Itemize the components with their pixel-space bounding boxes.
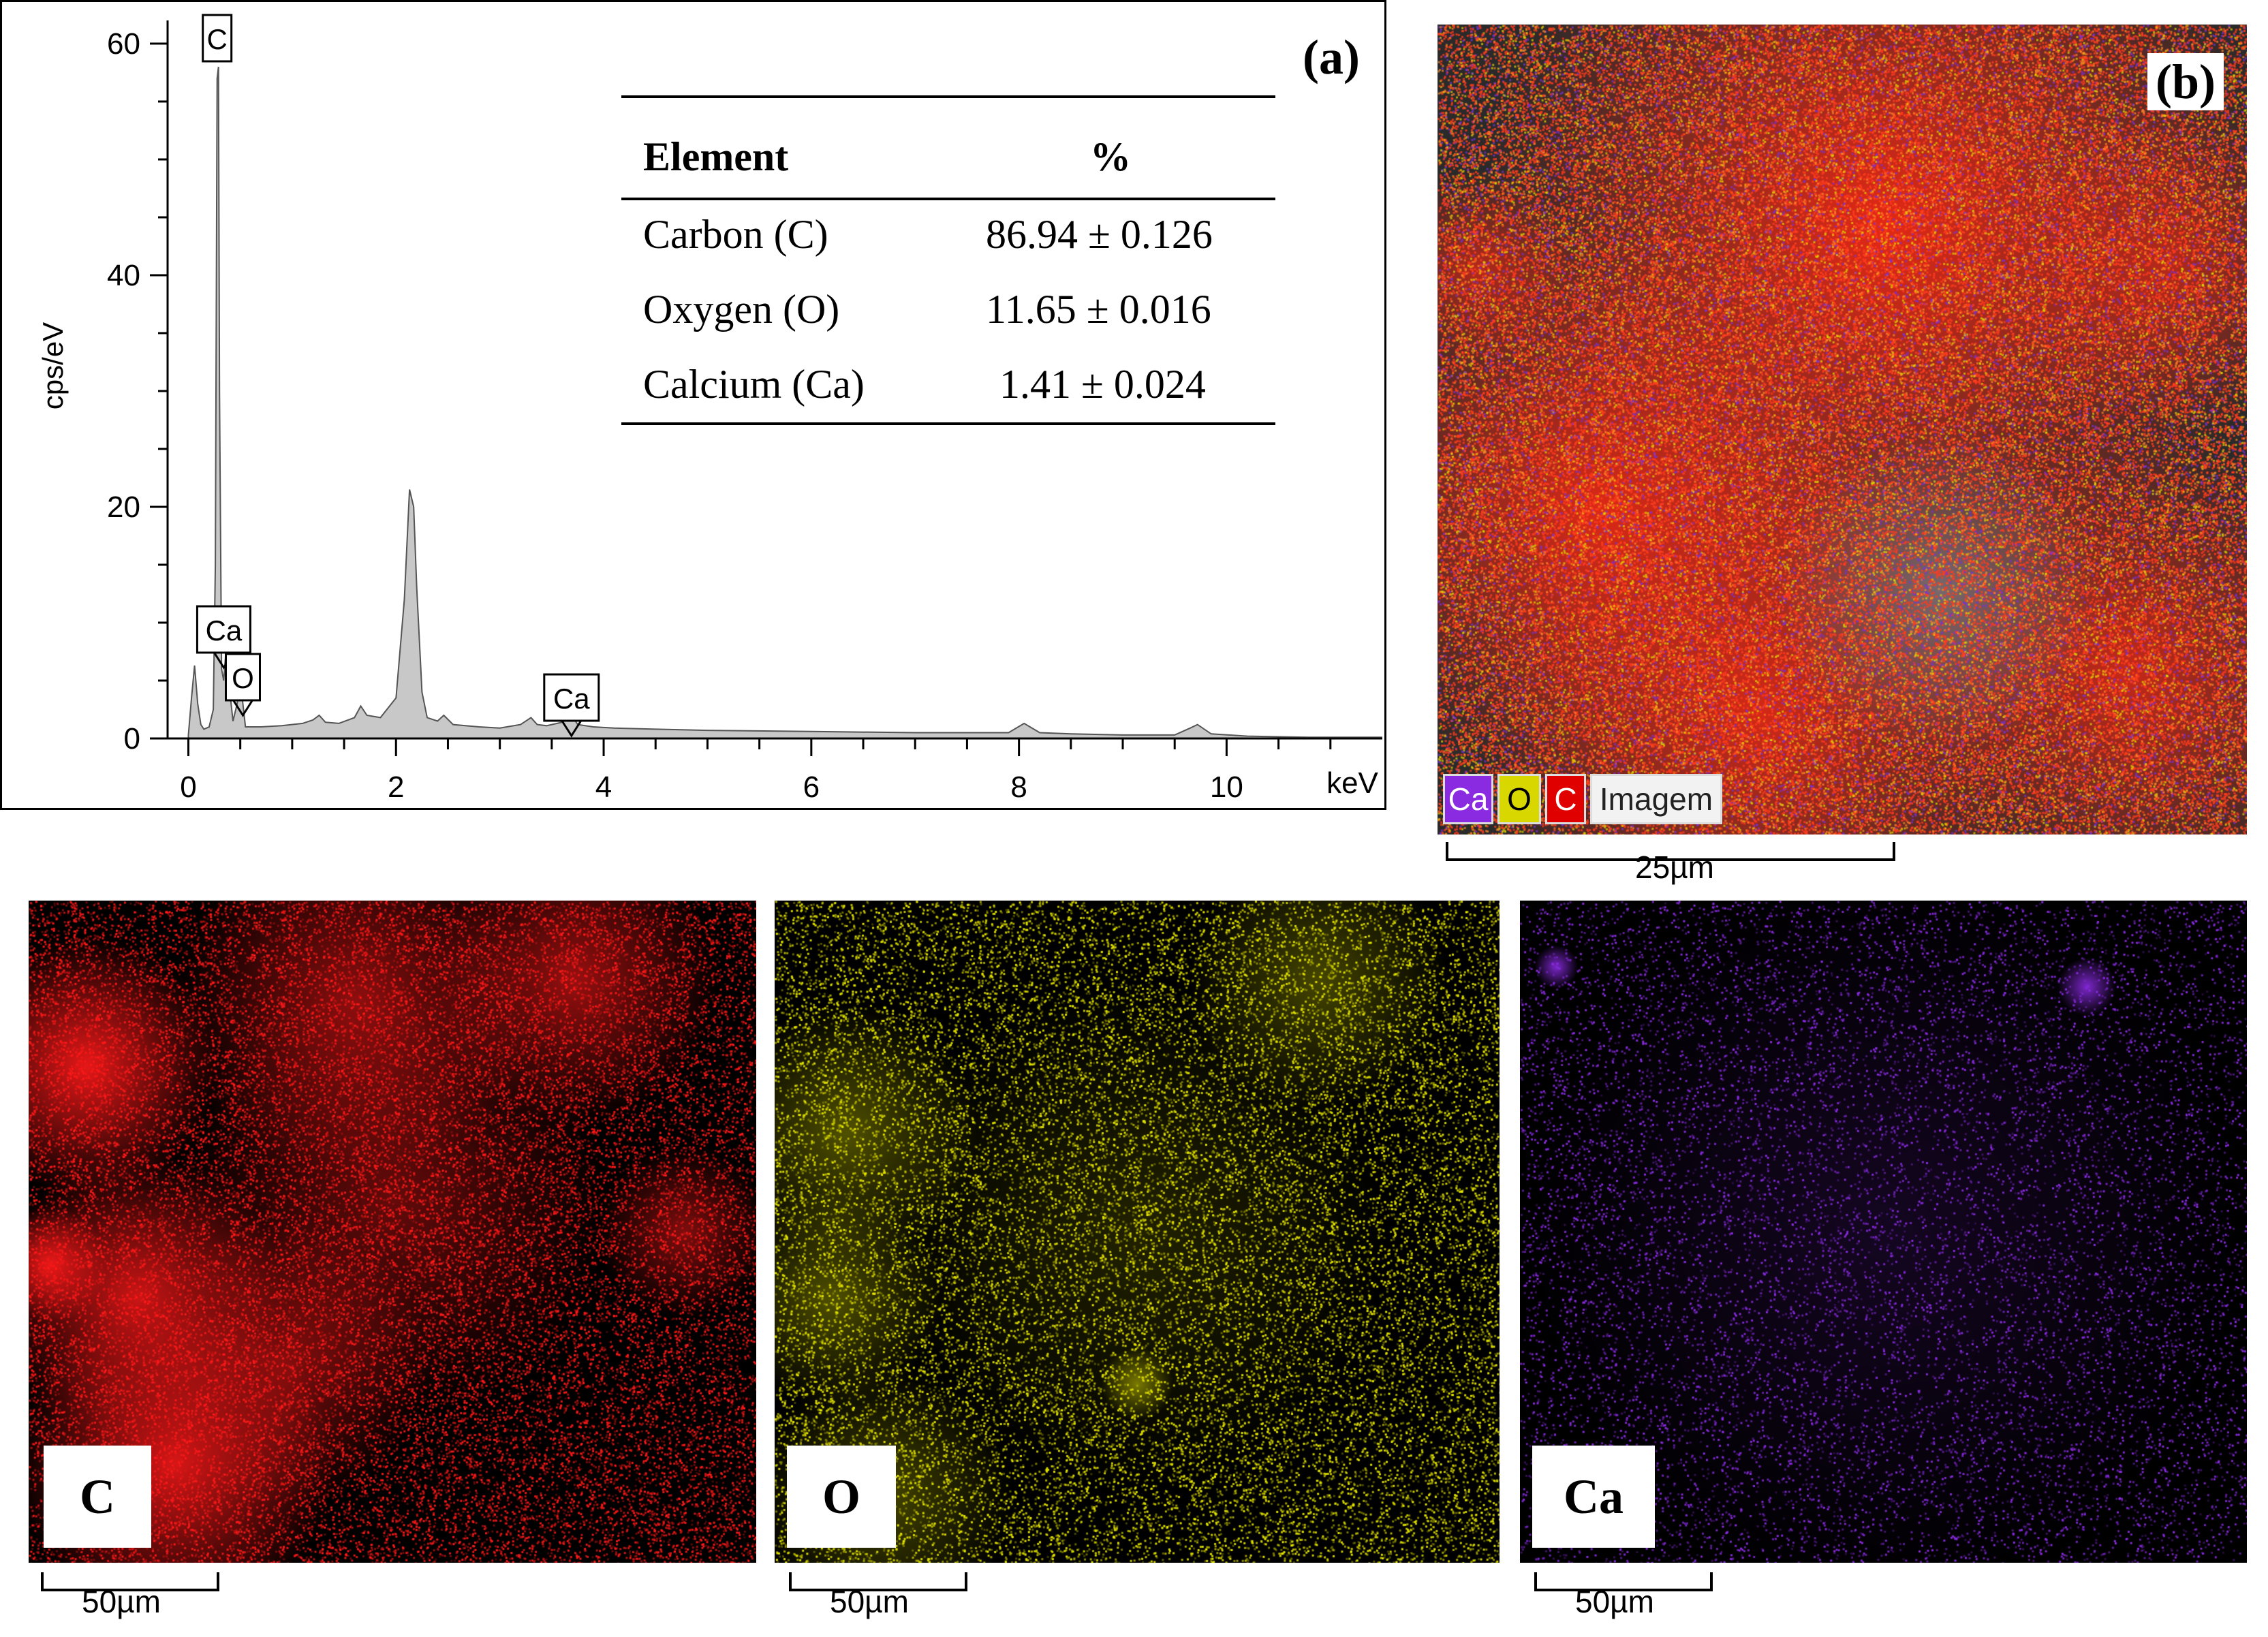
y-tick-label: 0 [124, 722, 140, 755]
spectrum-panel: 0 2 4 6 8 10 keV 0 20 40 60 cps/eV C Ca O Ca (a) Elemen… [0, 0, 1386, 810]
legend-chip-image: Imagem [1590, 774, 1722, 824]
table-row-carbon-element: Carbon (C) [643, 212, 828, 257]
calcium-map-label: Ca [1532, 1446, 1655, 1548]
composition-table: Element % Carbon (C) 86.94 ± 0.126 Oxyge… [621, 95, 1275, 429]
scale-bar-calcium [1534, 1572, 1713, 1591]
table-row-oxygen-element: Oxygen (O) [643, 287, 840, 332]
scale-bar-composite [1446, 842, 1895, 861]
y-tick-label: 40 [107, 259, 140, 292]
x-tick-label: 8 [1010, 770, 1027, 804]
scale-label-calcium: 50µm [1575, 1584, 1654, 1619]
table-row-calcium-element: Calcium (Ca) [643, 362, 865, 407]
peak-annotation-label: C [207, 23, 228, 55]
spectrum-series [187, 66, 1382, 739]
y-tick-label: 60 [107, 27, 140, 61]
y-tick-label: 20 [107, 490, 140, 524]
peak-annotation: Ca [543, 673, 600, 738]
composite-legend: Ca O C Imagem [1443, 774, 1736, 826]
peak-annotation-pointer [561, 720, 582, 738]
scale-bar-carbon [41, 1572, 219, 1591]
table-header-element: Element [643, 134, 789, 179]
peak-annotation: C [202, 14, 233, 63]
peak-annotation-box [196, 605, 251, 654]
legend-chip-c: C [1545, 774, 1586, 824]
scale-label-carbon: 50µm [82, 1584, 161, 1619]
y-axis-label: cps/eV [37, 322, 69, 409]
peak-annotation-box [202, 14, 233, 63]
table-header-rule [621, 198, 1275, 200]
peak-annotation-box [224, 653, 261, 702]
peak-annotation-pointer [232, 700, 253, 717]
peak-annotation: O [224, 653, 261, 717]
carbon-map-label: C [44, 1446, 151, 1548]
x-tick-label: 6 [803, 770, 820, 804]
oxygen-map-label: O [787, 1446, 896, 1548]
scale-bar-oxygen [789, 1572, 967, 1591]
spectrum-chart: 0 2 4 6 8 10 keV 0 20 40 60 cps/eV C Ca O Ca [37, 14, 1382, 804]
x-axis-label: keV [1326, 766, 1378, 800]
table-header-percent: % [1090, 134, 1131, 179]
scale-label-oxygen: 50µm [830, 1584, 909, 1619]
x-tick-label: 2 [388, 770, 404, 804]
calcium-map: Ca [1520, 901, 2247, 1563]
table-row-oxygen-value: 11.65 ± 0.016 [986, 287, 1211, 332]
peak-annotation-label: Ca [206, 614, 243, 646]
panel-label-a: (a) [1294, 29, 1368, 86]
peak-annotation-label: O [232, 662, 254, 694]
table-top-rule [621, 95, 1275, 98]
peak-annotation-box [543, 673, 600, 722]
carbon-map: C [29, 901, 756, 1563]
panel-label-b: (b) [2147, 53, 2224, 110]
composite-map-image [1438, 25, 2247, 835]
table-row-calcium-value: 1.41 ± 0.024 [999, 362, 1206, 407]
table-row-carbon-value: 86.94 ± 0.126 [986, 212, 1213, 257]
peak-annotation: Ca [196, 605, 251, 670]
scale-label-composite: 25µm [1635, 849, 1714, 885]
composite-map: (b) Ca O C Imagem [1438, 25, 2247, 835]
x-tick-label: 4 [595, 770, 612, 804]
oxygen-map: O [775, 901, 1500, 1563]
x-tick-label: 10 [1210, 770, 1243, 804]
legend-chip-o: O [1497, 774, 1541, 824]
peak-annotation-label: Ca [553, 683, 590, 715]
legend-chip-ca: Ca [1443, 774, 1493, 824]
x-tick-label: 0 [180, 770, 196, 804]
table-bottom-rule [621, 422, 1275, 425]
